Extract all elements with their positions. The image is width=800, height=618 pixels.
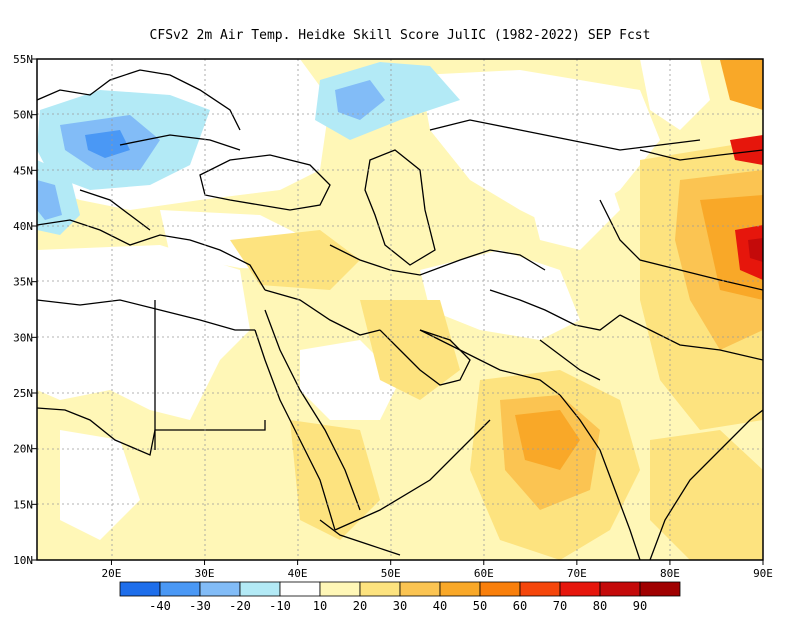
colorbar-swatch: [319, 581, 361, 597]
colorbar-swatch: [639, 581, 681, 597]
colorbar-swatch: [479, 581, 521, 597]
colorbar-label: -20: [229, 599, 251, 613]
colorbar-swatch: [519, 581, 561, 597]
field-yellow-se: [650, 430, 763, 560]
border-afghan: [489, 289, 621, 331]
x-tick-label: 30E: [195, 567, 215, 580]
y-tick-label: 10N: [13, 554, 33, 567]
border-africa: [37, 407, 266, 456]
coast-india-east: [649, 409, 763, 560]
field-orange-ne: [720, 59, 763, 110]
colorbar-swatch: [199, 581, 241, 597]
border-mongolia: [639, 149, 763, 161]
y-tick-label: 45N: [13, 164, 33, 177]
skill-field: [37, 59, 763, 560]
y-tick-label: 50N: [13, 109, 33, 122]
border-mideast: [264, 289, 381, 336]
field-blue-russia: [335, 80, 385, 120]
field-yellow-arabia-south: [290, 420, 380, 540]
colorbar-label: 30: [393, 599, 407, 613]
colorbar-label: -10: [269, 599, 291, 613]
y-tick-label: 30N: [13, 331, 33, 344]
field-white-africa-south: [60, 430, 140, 540]
y-tick-label: 40N: [13, 220, 33, 233]
x-tick-label: 50E: [381, 567, 401, 580]
field-white-northeast: [640, 59, 710, 130]
x-tick-label: 40E: [288, 567, 308, 580]
field-darkred-east: [748, 238, 763, 262]
coast-horn: [319, 519, 401, 556]
y-tick-label: 55N: [13, 53, 33, 66]
colorbar-label: -30: [189, 599, 211, 613]
coast-red-sea-east: [264, 309, 361, 511]
colorbar-swatch: [159, 581, 201, 597]
colorbar-label: 40: [433, 599, 447, 613]
colorbar-swatch: [359, 581, 401, 597]
field-white-kazakh: [520, 150, 620, 250]
coast-black-sea: [199, 154, 331, 211]
colorbar-label: 70: [553, 599, 567, 613]
colorbar-swatch: [399, 581, 441, 597]
colorbar-label: 20: [353, 599, 367, 613]
y-tick-label: 15N: [13, 498, 33, 511]
field-orange-india: [515, 410, 580, 470]
colorbar-label: 10: [313, 599, 327, 613]
field-red-ne: [730, 135, 763, 165]
coast-arabia-south: [334, 419, 491, 531]
border-kazakh: [429, 119, 701, 151]
border-pakistan: [539, 339, 601, 381]
colorbar-label: 50: [473, 599, 487, 613]
x-tick-label: 60E: [474, 567, 494, 580]
field-white-iran: [420, 250, 580, 340]
colorbar-swatch: [279, 581, 321, 597]
x-tick-label: 80E: [660, 567, 680, 580]
coastlines-borders: [37, 69, 763, 560]
coast-med-south: [37, 299, 255, 331]
colorbar: -40 -30 -20 -10 10 20 30 40 50 60 70 80 90: [119, 581, 681, 613]
border-china: [599, 199, 763, 291]
colorbar-label: 90: [633, 599, 647, 613]
border-ukraine: [119, 134, 241, 151]
x-tick-label: 90E: [753, 567, 773, 580]
field-yellow-turkey: [230, 230, 360, 290]
field-orange-east: [700, 195, 763, 300]
field-midblue-hungary: [85, 130, 130, 158]
colorbar-swatch: [559, 581, 601, 597]
map-grid: [37, 59, 763, 560]
field-white-north-africa: [37, 245, 250, 420]
border-balkan: [79, 189, 151, 231]
colorbar-label: 60: [513, 599, 527, 613]
border-iran: [329, 244, 546, 276]
coast-med-north: [37, 219, 266, 291]
coast-europe-north: [37, 69, 241, 131]
coast-red-sea: [254, 329, 336, 531]
coast-caspian: [364, 149, 436, 266]
border-india-north: [619, 314, 763, 361]
colorbar-swatch: [119, 581, 161, 597]
colorbar-swatch: [599, 581, 641, 597]
chart-title: CFSv2 2m Air Temp. Heidke Skill Score Ju…: [149, 28, 651, 43]
field-yellow-gulf: [360, 300, 460, 400]
field-blue-west: [37, 180, 62, 220]
coast-gulf: [379, 329, 471, 386]
y-tick-label: 20N: [13, 443, 33, 456]
field-red-east: [735, 225, 763, 280]
map-frame: [36, 58, 764, 561]
field-lightblue-russia: [315, 62, 460, 140]
map-axes: 20E 30E 40E 50E 60E 70E 80E 90E 55N 50N 45N 40N 35N 3…: [13, 53, 773, 580]
y-tick-label: 35N: [13, 276, 33, 289]
colorbar-swatch: [239, 581, 281, 597]
y-tick-label: 25N: [13, 387, 33, 400]
colorbar-label: -40: [149, 599, 171, 613]
coast-iran-south: [419, 329, 561, 396]
x-tick-label: 70E: [567, 567, 587, 580]
colorbar-swatch: [439, 581, 481, 597]
colorbar-label: 80: [593, 599, 607, 613]
x-tick-label: 20E: [102, 567, 122, 580]
